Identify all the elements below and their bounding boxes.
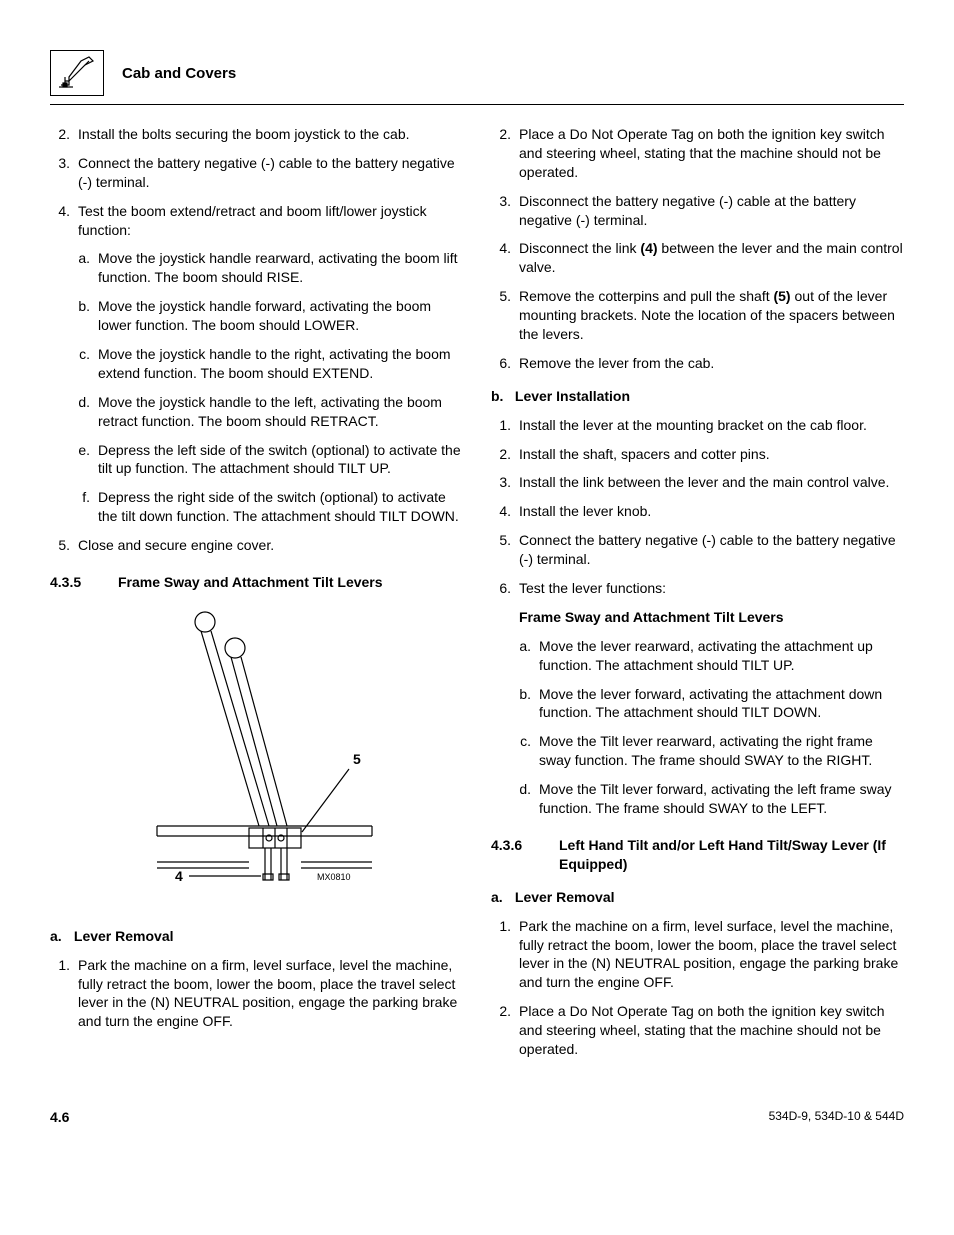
section-title: Frame Sway and Attachment Tilt Levers (118, 573, 463, 592)
text: Install the link between the lever and t… (519, 473, 904, 492)
sub-label: a. (491, 888, 511, 907)
right-alpha-1: a.Move the lever rearward, activating th… (491, 637, 904, 818)
inline-subhead: Frame Sway and Attachment Tilt Levers (519, 608, 904, 627)
section-number: 4.3.5 (50, 573, 118, 592)
text: Place a Do Not Operate Tag on both the i… (519, 125, 904, 182)
marker: f. (50, 488, 98, 526)
text: Test the lever functions: (519, 579, 904, 598)
marker: 2. (50, 125, 78, 144)
text: Connect the battery negative (-) cable t… (519, 531, 904, 569)
text: Connect the battery negative (-) cable t… (78, 154, 463, 192)
text: Install the lever at the mounting bracke… (519, 416, 904, 435)
section-436-heading: 4.3.6 Left Hand Tilt and/or Left Hand Ti… (491, 836, 904, 874)
marker: 3. (50, 154, 78, 192)
section-number: 4.3.6 (491, 836, 559, 874)
figure-code: MX0810 (317, 872, 351, 882)
marker: 5. (491, 287, 519, 344)
text: Install the shaft, spacers and cotter pi… (519, 445, 904, 464)
callout-5: 5 (353, 751, 361, 767)
text: Move the joystick handle to the right, a… (98, 345, 463, 383)
marker: a. (491, 637, 539, 675)
text: Disconnect the link (4) between the leve… (519, 239, 904, 277)
sub-title: Lever Removal (74, 928, 174, 944)
page-header: Cab and Covers (50, 50, 904, 105)
marker: a. (50, 249, 98, 287)
text: Park the machine on a firm, level surfac… (519, 917, 904, 993)
marker: 1. (50, 956, 78, 1032)
marker: 3. (491, 192, 519, 230)
text: Install the lever knob. (519, 502, 904, 521)
text: Move the Tilt lever rearward, activating… (539, 732, 904, 770)
text: Close and secure engine cover. (78, 536, 463, 555)
text: Move the joystick handle forward, activa… (98, 297, 463, 335)
text: Install the bolts securing the boom joys… (78, 125, 463, 144)
text: Test the boom extend/retract and boom li… (78, 202, 463, 240)
marker: 4. (491, 502, 519, 521)
left-alpha-1: a.Move the joystick handle rearward, act… (50, 249, 463, 526)
marker: 3. (491, 473, 519, 492)
model-numbers: 534D-9, 534D-10 & 544D (769, 1109, 904, 1125)
marker: 4. (50, 202, 78, 240)
marker: b. (491, 685, 539, 723)
marker: b. (50, 297, 98, 335)
left-list-3: 1.Park the machine on a firm, level surf… (50, 956, 463, 1032)
left-column: 2.Install the bolts securing the boom jo… (50, 125, 463, 1069)
right-list-3: 1.Park the machine on a firm, level surf… (491, 917, 904, 1059)
text: Depress the left side of the switch (opt… (98, 441, 463, 479)
sub-a2-lever-removal: a. Lever Removal (491, 888, 904, 907)
text: Disconnect the battery negative (-) cabl… (519, 192, 904, 230)
sub-a-lever-removal: a. Lever Removal (50, 927, 463, 946)
page-footer: 4.6 534D-9, 534D-10 & 544D (50, 1109, 904, 1125)
marker: 5. (50, 536, 78, 555)
marker: 6. (491, 354, 519, 373)
marker: 2. (491, 1002, 519, 1059)
right-list-1: 2.Place a Do Not Operate Tag on both the… (491, 125, 904, 373)
marker: 2. (491, 125, 519, 182)
sub-label: b. (491, 387, 511, 406)
sub-title: Lever Removal (515, 889, 615, 905)
page-number: 4.6 (50, 1109, 69, 1125)
text: Park the machine on a firm, level surfac… (78, 956, 463, 1032)
marker: 6. (491, 579, 519, 598)
section-435-heading: 4.3.5 Frame Sway and Attachment Tilt Lev… (50, 573, 463, 592)
lever-figure: 5 4 MX0810 (50, 604, 463, 909)
marker: d. (491, 780, 539, 818)
marker: 2. (491, 445, 519, 464)
marker: e. (50, 441, 98, 479)
text: Move the joystick handle rearward, activ… (98, 249, 463, 287)
left-list-2: 5.Close and secure engine cover. (50, 536, 463, 555)
text: Depress the right side of the switch (op… (98, 488, 463, 526)
text: Move the lever rearward, activating the … (539, 637, 904, 675)
right-list-2: 1.Install the lever at the mounting brac… (491, 416, 904, 598)
callout-4: 4 (175, 868, 183, 884)
text: Remove the lever from the cab. (519, 354, 904, 373)
sub-title: Lever Installation (515, 388, 630, 404)
marker: 5. (491, 531, 519, 569)
cab-icon (50, 50, 104, 96)
text: Place a Do Not Operate Tag on both the i… (519, 1002, 904, 1059)
marker: 4. (491, 239, 519, 277)
text: Move the joystick handle to the left, ac… (98, 393, 463, 431)
text: Move the Tilt lever forward, activating … (539, 780, 904, 818)
sub-b-lever-install: b. Lever Installation (491, 387, 904, 406)
text: Remove the cotterpins and pull the shaft… (519, 287, 904, 344)
marker: 1. (491, 917, 519, 993)
marker: d. (50, 393, 98, 431)
right-column: 2.Place a Do Not Operate Tag on both the… (491, 125, 904, 1069)
marker: 1. (491, 416, 519, 435)
marker: c. (50, 345, 98, 383)
marker: c. (491, 732, 539, 770)
sub-label: a. (50, 927, 70, 946)
section-title: Left Hand Tilt and/or Left Hand Tilt/Swa… (559, 836, 904, 874)
header-title: Cab and Covers (122, 65, 236, 82)
text: Move the lever forward, activating the a… (539, 685, 904, 723)
left-list-1: 2.Install the bolts securing the boom jo… (50, 125, 463, 239)
